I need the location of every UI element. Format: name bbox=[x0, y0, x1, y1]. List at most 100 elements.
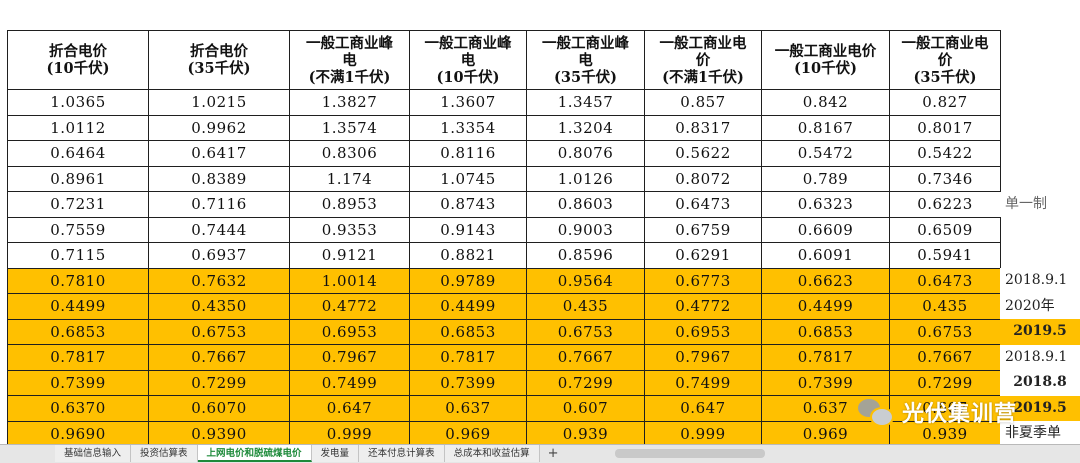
table-cell[interactable]: 1.0014 bbox=[289, 267, 410, 294]
side-note-cell[interactable]: 单一制 bbox=[1000, 191, 1080, 217]
table-cell[interactable]: 0.999 bbox=[289, 420, 410, 447]
table-cell[interactable]: 0.999 bbox=[644, 420, 762, 447]
table-cell[interactable]: 0.6070 bbox=[148, 395, 290, 422]
table-cell[interactable]: 0.7810 bbox=[7, 267, 149, 294]
table-cell[interactable]: 0.9143 bbox=[409, 216, 527, 243]
table-cell[interactable]: 1.0745 bbox=[409, 165, 527, 192]
table-cell[interactable]: 0.6370 bbox=[7, 395, 149, 422]
table-cell[interactable]: 0.7346 bbox=[889, 165, 1001, 192]
table-cell[interactable]: 0.8072 bbox=[644, 165, 762, 192]
table-cell[interactable]: 0.7559 bbox=[7, 216, 149, 243]
table-cell[interactable]: 0.6291 bbox=[644, 242, 762, 269]
table-cell[interactable]: 0.8596 bbox=[526, 242, 645, 269]
table-cell[interactable]: 0.7817 bbox=[761, 344, 890, 371]
side-note-cell[interactable]: 2018.9.1 bbox=[1000, 344, 1080, 370]
table-cell[interactable]: 0.842 bbox=[761, 89, 890, 116]
table-cell[interactable]: 1.3607 bbox=[409, 89, 527, 116]
sheet-tab[interactable]: 投资估算表 bbox=[131, 445, 198, 462]
table-cell[interactable]: 0.6509 bbox=[889, 216, 1001, 243]
table-cell[interactable]: 0.6417 bbox=[148, 140, 290, 167]
table-cell[interactable]: 0.7499 bbox=[289, 369, 410, 396]
table-cell[interactable]: 0.7667 bbox=[526, 344, 645, 371]
table-cell[interactable]: 0.9003 bbox=[526, 216, 645, 243]
column-header[interactable]: 一般工商业电价 (不满1千伏) bbox=[644, 30, 762, 90]
table-cell[interactable]: 0.4350 bbox=[148, 293, 290, 320]
table-cell[interactable]: 0.7632 bbox=[148, 267, 290, 294]
table-cell[interactable]: 0.637 bbox=[409, 395, 527, 422]
table-cell[interactable]: 0.7817 bbox=[7, 344, 149, 371]
table-cell[interactable]: 0.9564 bbox=[526, 267, 645, 294]
table-cell[interactable]: 0.7499 bbox=[644, 369, 762, 396]
sheet-tab[interactable]: 发电量 bbox=[311, 445, 360, 462]
table-cell[interactable]: 1.3354 bbox=[409, 114, 527, 141]
column-header[interactable]: 一般工商业电价 (35千伏) bbox=[889, 30, 1001, 90]
sheet-tab[interactable]: 还本付息计算表 bbox=[359, 445, 445, 462]
table-cell[interactable]: 0.8017 bbox=[889, 114, 1001, 141]
sheet-tab[interactable]: 上网电价和脱硫煤电价 bbox=[197, 445, 312, 462]
table-cell[interactable]: 0.8953 bbox=[289, 191, 410, 218]
table-cell[interactable]: 1.3457 bbox=[526, 89, 645, 116]
table-cell[interactable]: 0.6223 bbox=[889, 191, 1001, 218]
table-cell[interactable]: 0.7116 bbox=[148, 191, 290, 218]
table-cell[interactable]: 0.7231 bbox=[7, 191, 149, 218]
table-cell[interactable]: 0.7299 bbox=[526, 369, 645, 396]
side-note-cell[interactable]: 2019.5 bbox=[1000, 395, 1080, 421]
table-cell[interactable]: 0.607 bbox=[889, 395, 1001, 422]
table-cell[interactable]: 1.0112 bbox=[7, 114, 149, 141]
table-cell[interactable]: 0.5472 bbox=[761, 140, 890, 167]
table-cell[interactable]: 0.6473 bbox=[644, 191, 762, 218]
table-cell[interactable]: 0.7299 bbox=[148, 369, 290, 396]
table-cell[interactable]: 0.9789 bbox=[409, 267, 527, 294]
horizontal-scrollbar[interactable] bbox=[615, 449, 765, 458]
table-cell[interactable]: 1.3827 bbox=[289, 89, 410, 116]
table-cell[interactable]: 0.7399 bbox=[761, 369, 890, 396]
table-cell[interactable]: 0.8167 bbox=[761, 114, 890, 141]
table-cell[interactable]: 0.6323 bbox=[761, 191, 890, 218]
table-cell[interactable]: 0.789 bbox=[761, 165, 890, 192]
table-cell[interactable]: 0.8961 bbox=[7, 165, 149, 192]
table-cell[interactable]: 1.3574 bbox=[289, 114, 410, 141]
table-cell[interactable]: 0.7667 bbox=[889, 344, 1001, 371]
table-cell[interactable]: 1.0365 bbox=[7, 89, 149, 116]
table-cell[interactable]: 1.0126 bbox=[526, 165, 645, 192]
table-cell[interactable]: 0.6773 bbox=[644, 267, 762, 294]
table-cell[interactable]: 0.6464 bbox=[7, 140, 149, 167]
column-header[interactable]: 折合电价 (10千伏) bbox=[7, 30, 149, 90]
table-cell[interactable]: 0.5941 bbox=[889, 242, 1001, 269]
table-cell[interactable]: 0.7817 bbox=[409, 344, 527, 371]
table-cell[interactable]: 0.4499 bbox=[409, 293, 527, 320]
table-cell[interactable]: 0.8076 bbox=[526, 140, 645, 167]
table-cell[interactable]: 0.7399 bbox=[409, 369, 527, 396]
table-cell[interactable]: 0.6091 bbox=[761, 242, 890, 269]
table-cell[interactable]: 0.7967 bbox=[644, 344, 762, 371]
table-cell[interactable]: 0.6753 bbox=[526, 318, 645, 345]
table-cell[interactable]: 0.6753 bbox=[148, 318, 290, 345]
table-cell[interactable]: 0.7399 bbox=[7, 369, 149, 396]
table-cell[interactable]: 0.9690 bbox=[7, 420, 149, 447]
table-cell[interactable]: 0.647 bbox=[289, 395, 410, 422]
column-header[interactable]: 一般工商业峰电 (35千伏) bbox=[526, 30, 645, 90]
table-cell[interactable]: 0.969 bbox=[761, 420, 890, 447]
table-cell[interactable]: 0.6609 bbox=[761, 216, 890, 243]
sheet-tab[interactable]: 基础信息输入 bbox=[55, 445, 132, 462]
table-cell[interactable]: 0.8389 bbox=[148, 165, 290, 192]
table-cell[interactable]: 0.6853 bbox=[761, 318, 890, 345]
table-cell[interactable]: 0.4499 bbox=[7, 293, 149, 320]
side-note-cell[interactable]: 2018.8 bbox=[1000, 370, 1080, 396]
table-cell[interactable]: 0.5622 bbox=[644, 140, 762, 167]
side-note-cell[interactable]: 2020年 bbox=[1000, 293, 1080, 319]
table-cell[interactable]: 0.7967 bbox=[289, 344, 410, 371]
table-cell[interactable]: 1.3204 bbox=[526, 114, 645, 141]
column-header[interactable]: 一般工商业峰电 (不满1千伏) bbox=[289, 30, 410, 90]
add-sheet-button[interactable]: + bbox=[547, 446, 559, 461]
table-cell[interactable]: 0.6853 bbox=[7, 318, 149, 345]
table-cell[interactable]: 0.6753 bbox=[889, 318, 1001, 345]
table-cell[interactable]: 0.7444 bbox=[148, 216, 290, 243]
table-cell[interactable]: 0.6953 bbox=[644, 318, 762, 345]
table-cell[interactable]: 0.8116 bbox=[409, 140, 527, 167]
table-cell[interactable]: 0.6853 bbox=[409, 318, 527, 345]
table-cell[interactable]: 0.6937 bbox=[148, 242, 290, 269]
table-cell[interactable]: 0.4499 bbox=[761, 293, 890, 320]
table-cell[interactable]: 0.9353 bbox=[289, 216, 410, 243]
column-header[interactable]: 折合电价 (35千伏) bbox=[148, 30, 290, 90]
